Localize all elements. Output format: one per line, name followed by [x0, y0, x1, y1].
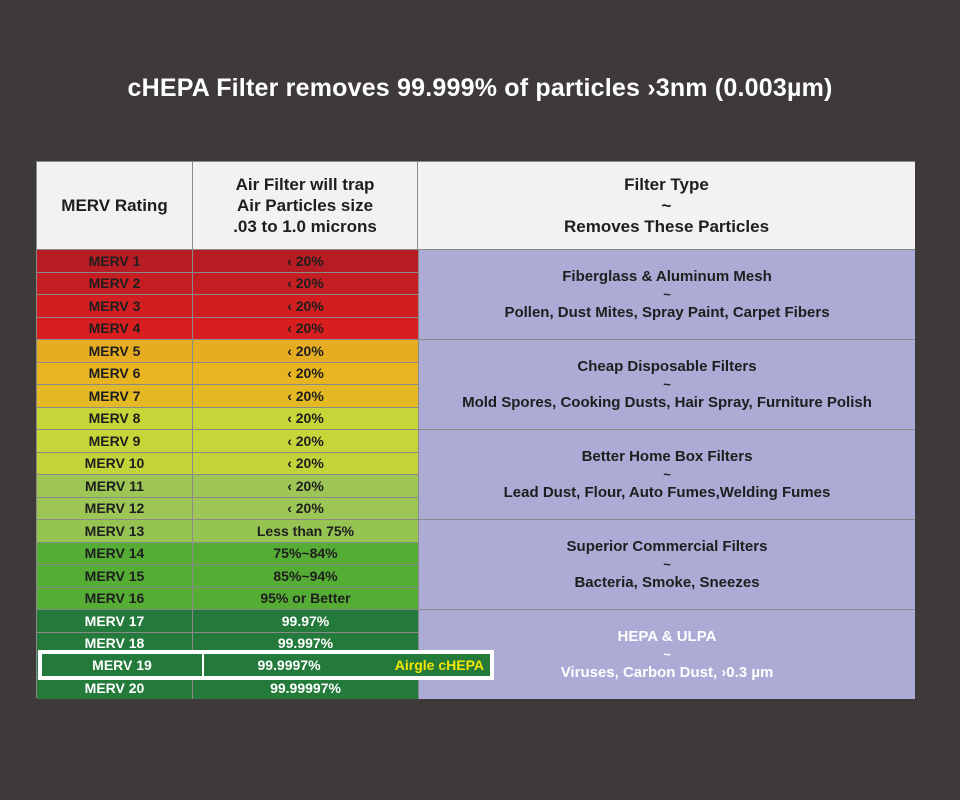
- table-row: MERV 5 ‹ 20%: [37, 339, 418, 362]
- trap-percentage-cell: ‹ 20%: [287, 410, 324, 427]
- table-row: MERV 3 ‹ 20%: [37, 294, 418, 317]
- header-trap-line-1: Air Filter will trap: [235, 175, 375, 194]
- trap-percentage-cell: 85%~94%: [273, 567, 338, 584]
- table-row: MERV 17 99.97%: [37, 609, 418, 632]
- merv-rating-cell: MERV 6: [37, 362, 193, 384]
- filter-type-group: Fiberglass & Aluminum Mesh ~ Pollen, Dust …: [418, 249, 915, 339]
- table-row: MERV 2 ‹ 20%: [37, 271, 418, 294]
- table-row: MERV 9 ‹ 20%: [37, 429, 418, 452]
- merv-rating-cell: MERV 13: [37, 520, 193, 542]
- merv-rating-cell: MERV 7: [37, 385, 193, 407]
- trap-percentage-cell: ‹ 20%: [287, 500, 324, 517]
- merv-rating-cell: MERV 18: [37, 632, 193, 654]
- trap-percentage-cell: 99.97%: [281, 612, 330, 629]
- table-row: MERV 6 ‹ 20%: [37, 361, 418, 384]
- trap-percentage-cell: 99.997%: [277, 635, 334, 652]
- trap-percentage-cell: ‹ 20%: [287, 477, 324, 494]
- merv-rating-cell: MERV 10: [37, 452, 193, 474]
- table-row: MERV 1 ‹ 20%: [37, 249, 418, 272]
- trap-percentage-cell: ‹ 20%: [287, 365, 324, 382]
- table-row: MERV 18 99.997%: [37, 631, 418, 654]
- highlight-merv: MERV 19: [92, 657, 152, 673]
- trap-percentage-cell: Less than 75%: [256, 522, 355, 539]
- filter-type-separator: ~: [663, 466, 671, 482]
- merv-rating-cell: MERV 8: [37, 407, 193, 429]
- header-type-line-1: Filter Type: [624, 175, 709, 194]
- trap-percentage-cell: ‹ 20%: [287, 342, 324, 359]
- merv-rating-cell: MERV 17: [37, 610, 193, 632]
- merv-rating-cell: MERV 12: [37, 497, 193, 519]
- merv-rating-cell: MERV 16: [37, 587, 193, 609]
- table-row: MERV 15 85%~94%: [37, 564, 418, 587]
- filter-type-name: HEPA & ULPA: [617, 627, 717, 645]
- table-row: MERV 12 ‹ 20%: [37, 496, 418, 519]
- filter-type-group: Superior Commercial Filters ~ Bacteria, Sm…: [418, 519, 915, 609]
- table-row: MERV 11 ‹ 20%: [37, 474, 418, 497]
- filter-type-group: Cheap Disposable Filters ~ Mold Spores, Co…: [418, 339, 915, 429]
- page-title: cHEPA Filter removes 99.999% of particle…: [127, 74, 833, 102]
- merv-rating-cell: MERV 1: [37, 250, 193, 272]
- filter-type-separator: ~: [663, 376, 671, 392]
- filter-type-particles: Viruses, Carbon Dust, ›0.3 µm: [560, 663, 774, 681]
- trap-percentage-cell: ‹ 20%: [287, 387, 324, 404]
- trap-percentage-cell: ‹ 20%: [287, 275, 324, 292]
- highlight-trap: 99.9997%: [257, 657, 321, 673]
- trap-percentage-cell: ‹ 20%: [287, 432, 324, 449]
- header-type-line-2: ~: [661, 196, 672, 215]
- header-merv-rating-label: MERV Rating: [61, 196, 168, 215]
- filter-type-particles: Lead Dust, Flour, Auto Fumes,Welding Fum…: [503, 483, 831, 501]
- table-row: MERV 7 ‹ 20%: [37, 384, 418, 407]
- merv-rating-cell: MERV 4: [37, 317, 193, 339]
- merv-rating-cell: MERV 14: [37, 542, 193, 564]
- trap-percentage-cell: ‹ 20%: [287, 320, 324, 337]
- highlight-row: MERV 19 99.9997% Airgle cHEPA: [42, 654, 490, 676]
- filter-type-name: Better Home Box Filters: [581, 447, 753, 465]
- trap-percentage-cell: ‹ 20%: [287, 252, 324, 269]
- table-row: MERV 13 Less than 75%: [37, 519, 418, 542]
- header-trap-line-2: Air Particles size: [236, 196, 374, 215]
- trap-percentage-cell: 95% or Better: [260, 590, 351, 607]
- table-row: MERV 10 ‹ 20%: [37, 451, 418, 474]
- filter-type-separator: ~: [663, 556, 671, 572]
- table-row: MERV 14 75%~84%: [37, 541, 418, 564]
- header-air-filter-trap: Air Filter will trap Air Particles size …: [193, 162, 418, 249]
- merv-rating-cell: MERV 5: [37, 340, 193, 362]
- filter-type-particles: Mold Spores, Cooking Dusts, Hair Spray, …: [462, 393, 872, 411]
- filter-type-name: Fiberglass & Aluminum Mesh: [562, 267, 772, 285]
- merv-rating-cell: MERV 11: [37, 475, 193, 497]
- header-type-line-3: Removes These Particles: [563, 217, 770, 236]
- airgle-chepa-highlight: MERV 19 99.9997% Airgle cHEPA: [38, 650, 494, 680]
- table-row: MERV 8 ‹ 20%: [37, 406, 418, 429]
- highlight-label: Airgle cHEPA: [394, 657, 484, 673]
- trap-percentage-cell: ‹ 20%: [287, 297, 324, 314]
- header-trap-line-3: .03 to 1.0 microns: [233, 217, 377, 236]
- header-filter-type: Filter Type ~ Removes These Particles: [418, 162, 915, 249]
- table-row: MERV 16 95% or Better: [37, 586, 418, 609]
- filter-type-group: HEPA & ULPA ~ Viruses, Carbon Dust, ›0.3 µ…: [418, 609, 915, 699]
- trap-percentage-cell: 75%~84%: [273, 545, 338, 562]
- filter-type-group: Better Home Box Filters ~ Lead Dust, Flour…: [418, 429, 915, 519]
- merv-rating-cell: MERV 3: [37, 295, 193, 317]
- merv-rating-cell: MERV 15: [37, 565, 193, 587]
- merv-rating-cell: MERV 9: [37, 430, 193, 452]
- highlight-divider: [202, 654, 204, 676]
- trap-percentage-cell: ‹ 20%: [287, 455, 324, 472]
- filter-type-separator: ~: [663, 286, 671, 302]
- merv-table: MERV Rating Air Filter will trap Air Par…: [36, 161, 915, 699]
- filter-type-name: Superior Commercial Filters: [566, 537, 768, 555]
- filter-type-separator: ~: [663, 646, 671, 662]
- header-merv-rating: MERV Rating: [37, 162, 193, 249]
- merv-rating-cell: MERV 20: [37, 677, 193, 699]
- merv-rating-cell: MERV 2: [37, 272, 193, 294]
- filter-type-particles: Pollen, Dust Mites, Spray Paint, Carpet …: [504, 303, 830, 321]
- trap-percentage-cell: 99.99997%: [270, 680, 341, 697]
- filter-type-name: Cheap Disposable Filters: [577, 357, 757, 375]
- table-row: MERV 4 ‹ 20%: [37, 316, 418, 339]
- filter-type-particles: Bacteria, Smoke, Sneezes: [574, 573, 760, 591]
